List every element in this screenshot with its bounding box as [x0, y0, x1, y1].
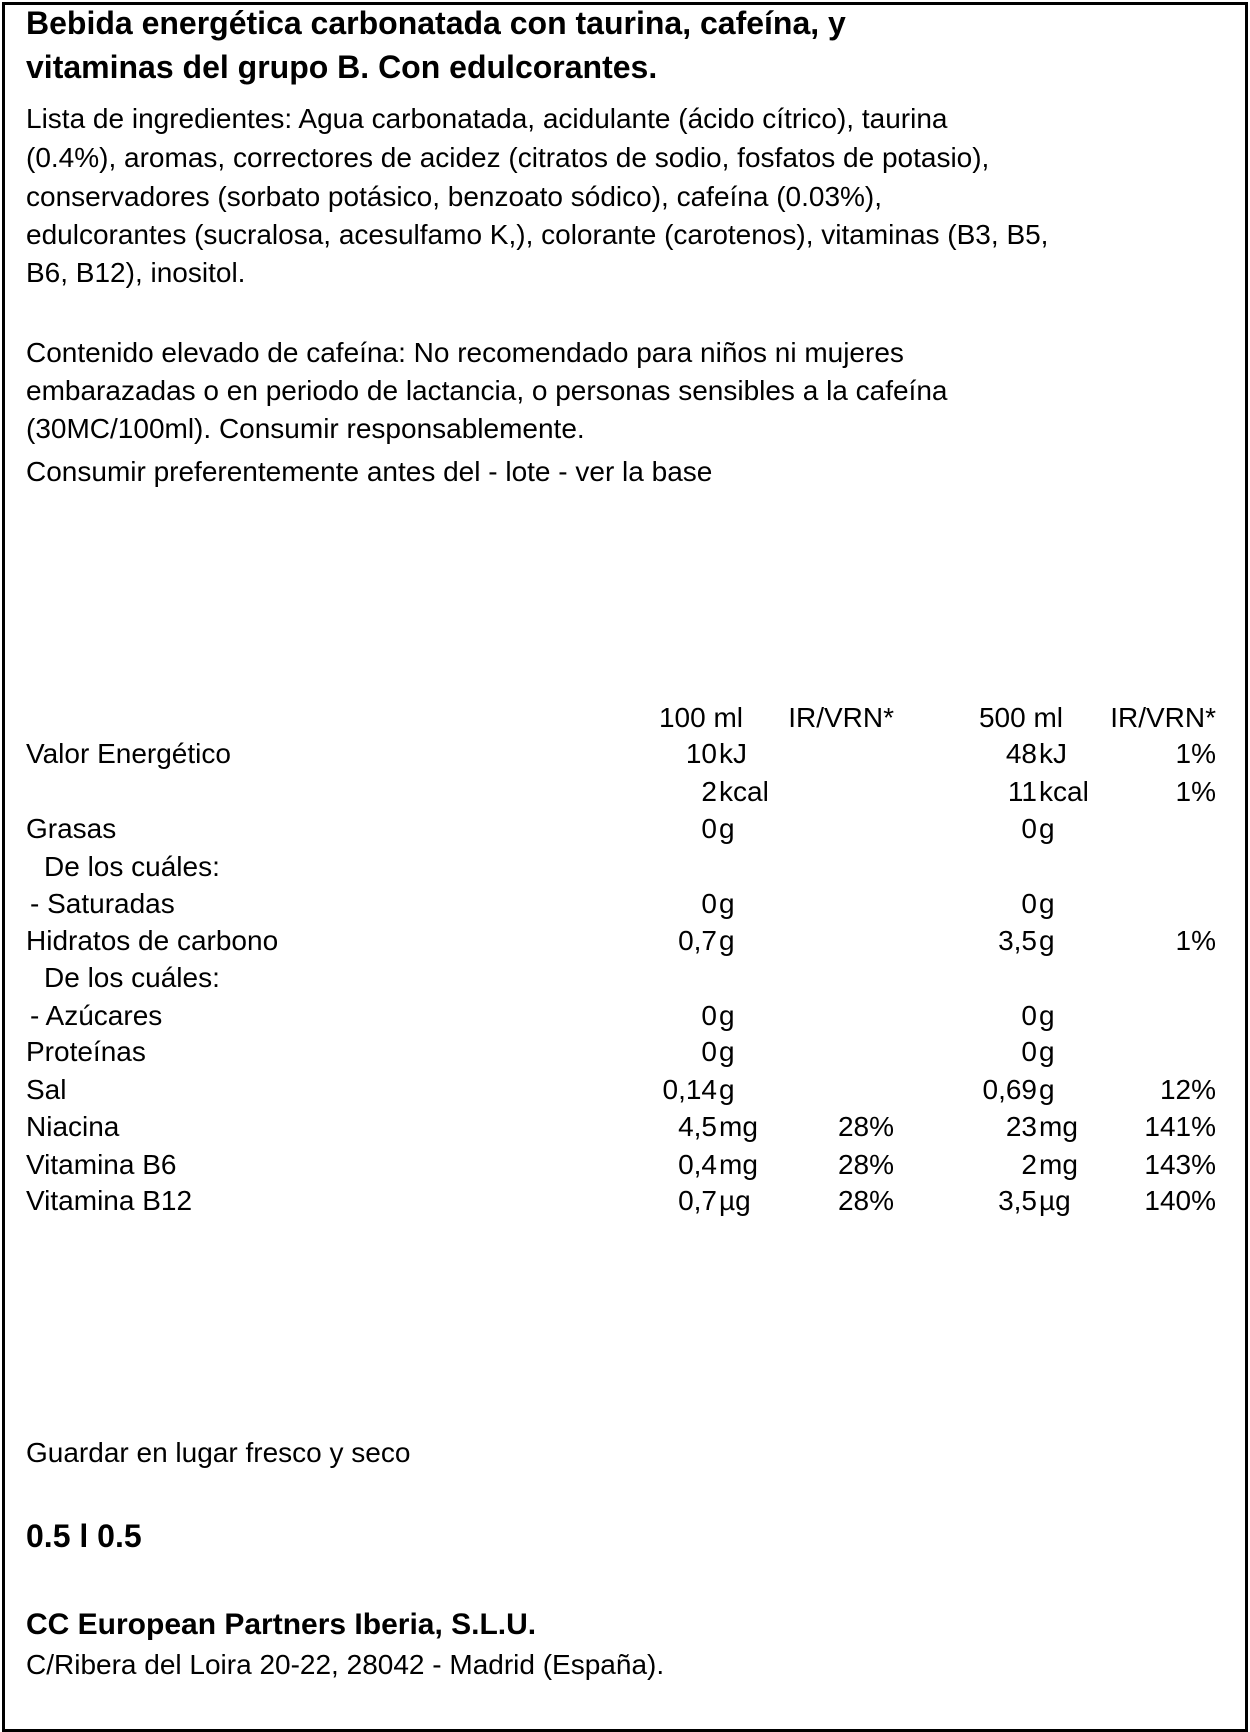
header-100ml: 100 ml — [658, 702, 743, 733]
irvrn-500ml: 143% — [1144, 1149, 1216, 1180]
row-label: Sal — [26, 1074, 67, 1105]
irvrn-100ml: 28% — [837, 1111, 894, 1142]
unit-100ml: g — [719, 813, 735, 844]
product-title-line-1: Bebida energética carbonatada con taurin… — [26, 5, 846, 41]
value-500ml: 0 — [1021, 1000, 1037, 1031]
unit-500ml: kJ — [1039, 738, 1067, 769]
ingredients-line: B6, B12), inositol. — [26, 257, 246, 288]
unit-500ml: g — [1039, 813, 1055, 844]
unit-100ml: mg — [719, 1111, 758, 1142]
unit-100ml: g — [719, 1000, 735, 1031]
row-label: Valor Energético — [26, 738, 231, 769]
unit-100ml: g — [719, 1074, 735, 1105]
row-label: - Saturadas — [30, 888, 175, 919]
row-label: Hidratos de carbono — [26, 925, 279, 956]
row-label: De los cuáles: — [44, 851, 220, 882]
value-500ml: 0 — [1021, 1036, 1037, 1067]
value-100ml: 0,14 — [662, 1074, 718, 1105]
unit-500ml: mg — [1039, 1111, 1078, 1142]
row-label: - Azúcares — [30, 1000, 163, 1031]
ingredients-line: (0.4%), aromas, correctores de acidez (c… — [26, 142, 990, 173]
unit-100ml: kcal — [719, 776, 769, 807]
caffeine-warning-line: Contenido elevado de cafeína: No recomen… — [26, 337, 904, 368]
unit-100ml: mg — [719, 1149, 758, 1180]
irvrn-500ml: 140% — [1144, 1185, 1216, 1216]
row-label: Vitamina B12 — [26, 1185, 193, 1216]
value-100ml: 0 — [701, 888, 717, 919]
value-500ml: 11 — [1007, 776, 1037, 807]
row-label: De los cuáles: — [44, 962, 220, 993]
ingredients-line: Lista de ingredientes: Agua carbonatada,… — [26, 103, 948, 134]
unit-500ml: g — [1039, 1000, 1055, 1031]
nutrition-row: Hidratos de carbono 0,7 g 3,5 g 1% — [0, 924, 1250, 958]
row-label: Grasas — [26, 813, 117, 844]
header-irvrn-500: IR/VRN* — [1110, 702, 1216, 733]
nutrition-row: Grasas 0 g 0 g — [0, 812, 1250, 846]
nutrition-row: De los cuáles: — [0, 850, 1250, 884]
value-100ml: 0 — [701, 1036, 717, 1067]
nutrition-row: De los cuáles: — [0, 961, 1250, 995]
caffeine-warning-line: embarazadas o en periodo de lactancia, o… — [26, 375, 948, 406]
value-500ml: 3,5 — [998, 1185, 1037, 1216]
irvrn-100ml: 28% — [837, 1149, 894, 1180]
unit-500ml: g — [1039, 1036, 1055, 1067]
value-500ml: 2 — [1021, 1149, 1037, 1180]
irvrn-100ml: 28% — [837, 1185, 894, 1216]
nutrition-row: Sal 0,14 g 0,69 g 12% — [0, 1073, 1250, 1107]
value-500ml: 23 — [1005, 1111, 1037, 1142]
unit-500ml: µg — [1039, 1185, 1071, 1216]
value-500ml: 0 — [1021, 888, 1037, 919]
header-irvrn-100: IR/VRN* — [788, 702, 894, 733]
value-500ml: 48 — [1005, 738, 1037, 769]
ingredients-line: conservadores (sorbato potásico, benzoat… — [26, 181, 883, 212]
nutrition-row: Proteínas 0 g 0 g — [0, 1035, 1250, 1069]
unit-100ml: g — [719, 925, 735, 956]
nutrition-row: Valor Energético 10 kJ 48 kJ 1% — [0, 737, 1250, 771]
unit-100ml: g — [719, 888, 735, 919]
row-label: Niacina — [26, 1111, 120, 1142]
row-label: Proteínas — [26, 1036, 146, 1067]
unit-500ml: mg — [1039, 1149, 1078, 1180]
irvrn-500ml: 1% — [1175, 925, 1216, 956]
unit-500ml: kcal — [1039, 776, 1089, 807]
irvrn-500ml: 1% — [1175, 738, 1216, 769]
irvrn-500ml: 1% — [1175, 776, 1216, 807]
value-100ml: 0,7 — [678, 925, 717, 956]
volume-text: 0.5 l 0.5 — [26, 1518, 142, 1554]
irvrn-500ml: 141% — [1144, 1111, 1216, 1142]
unit-500ml: g — [1039, 888, 1055, 919]
value-500ml: 3,5 — [998, 925, 1037, 956]
value-100ml: 0,7 — [678, 1185, 717, 1216]
value-100ml: 10 — [685, 738, 717, 769]
storage-text: Guardar en lugar fresco y seco — [26, 1437, 411, 1468]
unit-100ml: µg — [719, 1185, 751, 1216]
value-100ml: 2 — [701, 776, 717, 807]
caffeine-warning-line: (30MC/100ml). Consumir responsablemente. — [26, 413, 585, 444]
unit-100ml: kJ — [719, 738, 747, 769]
header-500ml: 500 ml — [978, 702, 1063, 733]
ingredients-line: edulcorantes (sucralosa, acesulfamo K,),… — [26, 219, 1049, 250]
best-before-text: Consumir preferentemente antes del - lot… — [26, 456, 713, 487]
company-address: C/Ribera del Loira 20-22, 28042 - Madrid… — [26, 1649, 665, 1680]
row-label: Vitamina B6 — [26, 1149, 177, 1180]
irvrn-500ml: 12% — [1159, 1074, 1216, 1105]
nutrition-row: Niacina 4,5 mg 28% 23 mg 141% — [0, 1110, 1250, 1144]
value-100ml: 0,4 — [678, 1149, 717, 1180]
unit-500ml: g — [1039, 925, 1055, 956]
unit-100ml: g — [719, 1036, 735, 1067]
value-100ml: 0 — [701, 1000, 717, 1031]
nutrition-row: - Azúcares 0 g 0 g — [0, 999, 1250, 1033]
company-name: CC European Partners Iberia, S.L.U. — [26, 1608, 537, 1641]
nutrition-row: Vitamina B12 0,7 µg 28% 3,5 µg 140% — [0, 1184, 1250, 1218]
value-500ml: 0 — [1021, 813, 1037, 844]
value-100ml: 0 — [701, 813, 717, 844]
nutrition-row: - Saturadas 0 g 0 g — [0, 887, 1250, 921]
nutrition-row: 2 kcal 11 kcal 1% — [0, 775, 1250, 809]
value-500ml: 0,69 — [982, 1074, 1038, 1105]
value-100ml: 4,5 — [678, 1111, 717, 1142]
unit-500ml: g — [1039, 1074, 1055, 1105]
product-title-line-2: vitaminas del grupo B. Con edulcorantes. — [26, 49, 658, 85]
nutrition-row: Vitamina B6 0,4 mg 28% 2 mg 143% — [0, 1148, 1250, 1182]
